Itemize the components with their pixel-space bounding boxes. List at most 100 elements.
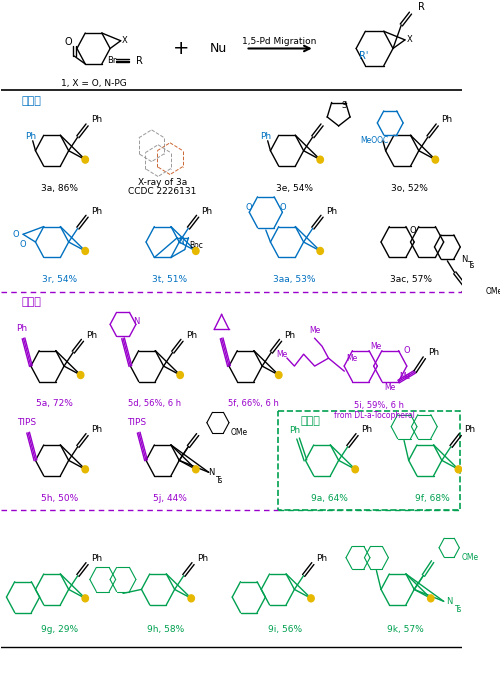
Text: Ph: Ph (326, 207, 337, 216)
Text: 9f, 68%: 9f, 68% (415, 493, 450, 503)
Text: N: N (208, 468, 214, 477)
Text: O: O (409, 226, 416, 235)
Text: 9i, 56%: 9i, 56% (268, 624, 302, 633)
Text: 5a, 72%: 5a, 72% (36, 400, 74, 409)
Text: 5d, 56%, 6 h: 5d, 56%, 6 h (128, 400, 181, 409)
Text: +: + (173, 39, 190, 58)
Text: CCDC 2226131: CCDC 2226131 (128, 187, 197, 196)
Text: 9k, 57%: 9k, 57% (386, 624, 424, 633)
Text: O: O (279, 203, 285, 212)
Text: X-ray of 3a: X-ray of 3a (138, 178, 188, 187)
Text: Me: Me (400, 372, 410, 381)
Text: TIPS: TIPS (128, 418, 146, 427)
Text: X: X (122, 36, 128, 45)
Text: 5i, 59%, 6 h: 5i, 59%, 6 h (354, 402, 404, 410)
Text: Ts: Ts (468, 261, 475, 270)
Text: MeOOC: MeOOC (360, 136, 388, 145)
Circle shape (78, 372, 84, 379)
Text: Ph: Ph (26, 132, 36, 141)
Text: Ph: Ph (289, 426, 300, 435)
Text: Ph: Ph (91, 425, 102, 434)
Text: 3t, 51%: 3t, 51% (152, 275, 188, 284)
Text: Ts: Ts (454, 605, 462, 614)
Text: O: O (404, 346, 410, 355)
Text: Ph: Ph (464, 425, 475, 434)
Text: 5j, 44%: 5j, 44% (153, 493, 187, 503)
Circle shape (308, 595, 314, 602)
Text: Ph: Ph (186, 331, 197, 340)
Text: 1, X = O, N-PG: 1, X = O, N-PG (60, 79, 126, 88)
Circle shape (177, 372, 184, 379)
Text: N: N (446, 596, 452, 606)
Text: O: O (65, 37, 72, 47)
Circle shape (192, 466, 199, 473)
Circle shape (188, 595, 194, 602)
Text: O: O (246, 203, 252, 212)
Circle shape (432, 156, 438, 163)
Text: 烯基化: 烯基化 (301, 416, 320, 426)
Text: 5h, 50%: 5h, 50% (41, 493, 78, 503)
Text: TIPS: TIPS (16, 418, 36, 427)
Text: Me: Me (370, 342, 381, 351)
Text: 3ac, 57%: 3ac, 57% (390, 275, 432, 284)
Text: 3a, 86%: 3a, 86% (41, 184, 78, 193)
Circle shape (455, 466, 462, 473)
Text: R': R' (359, 51, 368, 61)
Text: 9h, 58%: 9h, 58% (147, 624, 184, 633)
Text: Ph: Ph (316, 554, 328, 563)
Text: 5f, 66%, 6 h: 5f, 66%, 6 h (228, 400, 278, 409)
Text: Me: Me (346, 354, 357, 363)
Text: 9g, 29%: 9g, 29% (41, 624, 78, 633)
Circle shape (352, 466, 358, 473)
Text: Me: Me (276, 349, 287, 358)
Text: Boc: Boc (189, 241, 203, 250)
Text: O: O (20, 241, 26, 249)
Circle shape (317, 248, 324, 255)
Text: Ph: Ph (428, 348, 439, 357)
Text: N: N (132, 317, 139, 326)
Text: 3r, 54%: 3r, 54% (42, 275, 77, 284)
Text: N: N (178, 237, 184, 246)
Text: 3e, 54%: 3e, 54% (276, 184, 313, 193)
Text: Ph: Ph (196, 554, 208, 563)
Text: O: O (12, 230, 19, 239)
Text: OMe: OMe (231, 429, 248, 438)
Text: Ph: Ph (441, 116, 452, 125)
Text: from DL-a-Tocopherol: from DL-a-Tocopherol (334, 411, 415, 420)
Text: 3aa, 53%: 3aa, 53% (273, 275, 316, 284)
Text: 炔基化: 炔基化 (22, 296, 42, 306)
Text: N: N (461, 255, 467, 264)
Text: 9a, 64%: 9a, 64% (311, 493, 348, 503)
Text: Ph: Ph (361, 425, 372, 434)
Circle shape (317, 156, 324, 163)
Text: Nu: Nu (210, 42, 226, 55)
Text: 1,5-Pd Migration: 1,5-Pd Migration (242, 37, 317, 46)
Text: Ph: Ph (86, 331, 98, 340)
Text: R: R (418, 2, 425, 12)
Circle shape (428, 595, 434, 602)
Text: OMe: OMe (462, 553, 479, 562)
Text: X: X (406, 35, 412, 45)
Text: Ts: Ts (216, 476, 224, 484)
Text: Ph: Ph (91, 554, 102, 563)
Text: Ph: Ph (202, 207, 212, 216)
Text: Ph: Ph (91, 116, 102, 125)
Text: Br: Br (108, 56, 116, 65)
Circle shape (276, 372, 282, 379)
Text: Ph: Ph (91, 207, 102, 216)
Circle shape (82, 248, 88, 255)
Text: Me: Me (384, 383, 396, 393)
Text: Ph: Ph (284, 331, 296, 340)
Circle shape (82, 156, 88, 163)
Text: Ph: Ph (16, 324, 27, 333)
Text: OMe: OMe (485, 287, 500, 296)
Circle shape (82, 595, 88, 602)
Text: Ph: Ph (260, 132, 272, 141)
Circle shape (192, 248, 199, 255)
Text: S: S (341, 101, 346, 110)
Circle shape (82, 466, 88, 473)
Text: 3o, 52%: 3o, 52% (391, 184, 428, 193)
Text: Me: Me (309, 326, 320, 335)
Text: R: R (136, 56, 143, 66)
Text: 芳基化: 芳基化 (22, 96, 42, 106)
